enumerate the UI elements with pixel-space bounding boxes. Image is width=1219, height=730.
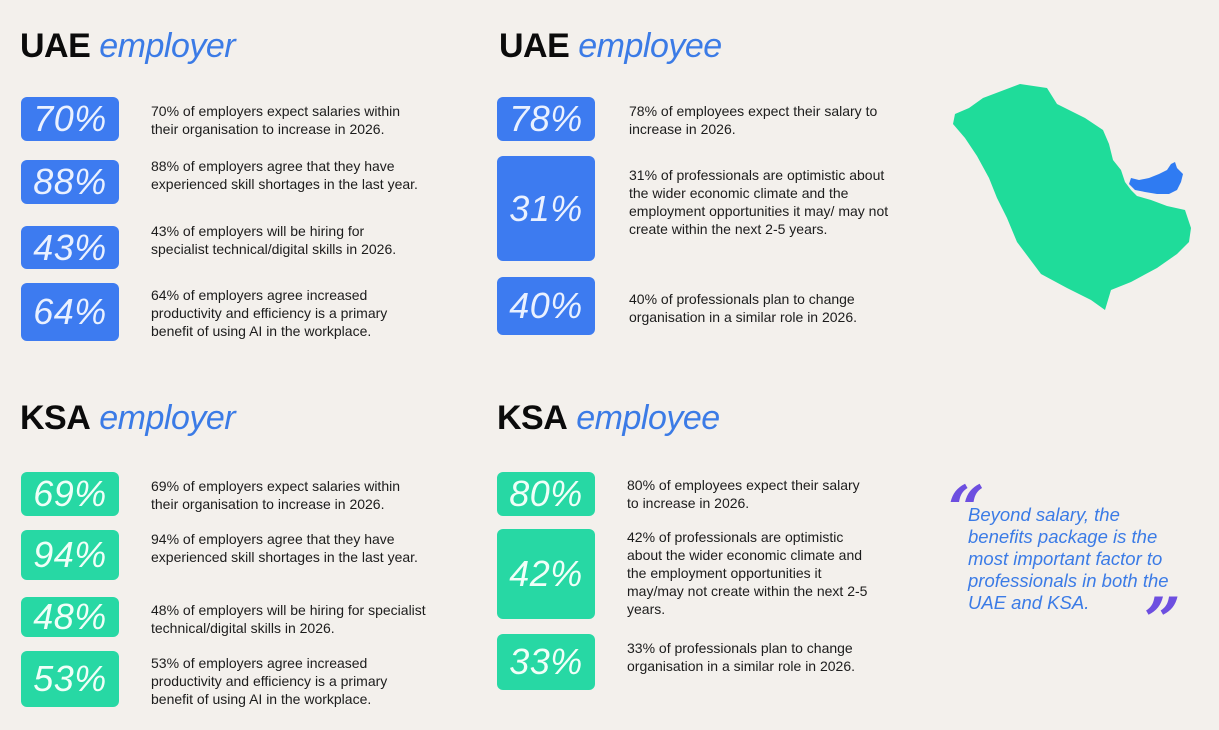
- stat-description: 48% of employers will be hiring for spec…: [151, 602, 426, 636]
- title-bold: UAE: [499, 27, 570, 65]
- stat-description: 53% of employers agree increased product…: [151, 655, 388, 707]
- stat-value: 33%: [497, 634, 595, 690]
- stat-value: 42%: [497, 529, 595, 619]
- title-italic: employee: [576, 399, 720, 437]
- ksa-employer-title: KSA employer: [20, 398, 236, 438]
- quote-text: Beyond salary, the benefits package is t…: [968, 504, 1169, 613]
- stat-value: 94%: [21, 530, 119, 580]
- stat-value: 70%: [21, 97, 119, 141]
- stat-description: 69% of employers expect salaries within …: [151, 478, 401, 512]
- stat-description: 40% of professionals plan to change orga…: [629, 291, 858, 325]
- stat-value: 43%: [21, 226, 119, 269]
- ksa-uae-map-illustration: [953, 84, 1191, 310]
- title-bold: KSA: [20, 399, 91, 437]
- stat-value: 80%: [497, 472, 595, 516]
- stat-value: 88%: [21, 160, 119, 204]
- ksa-employee-title: KSA employee: [497, 398, 720, 438]
- title-bold: UAE: [20, 27, 91, 65]
- stat-description: 31% of professionals are optimistic abou…: [629, 167, 889, 237]
- stat-description: 94% of employers agree that they have ex…: [151, 531, 418, 565]
- uae-employee-title: UAE employee: [499, 26, 722, 66]
- stat-description: 64% of employers agree increased product…: [151, 287, 388, 339]
- stat-description: 70% of employers expect salaries within …: [151, 103, 401, 137]
- stat-description: 78% of employees expect their salary to …: [629, 103, 878, 137]
- ksa-map-shape: [953, 84, 1191, 310]
- title-italic: employer: [99, 399, 236, 437]
- stat-description: 80% of employees expect their salary to …: [627, 477, 860, 511]
- stat-value: 48%: [21, 596, 119, 637]
- stat-value: 40%: [497, 277, 595, 335]
- close-quote-icon: ”: [1144, 584, 1181, 659]
- stat-value: 69%: [21, 472, 119, 516]
- title-italic: employee: [578, 27, 722, 65]
- title-italic: employer: [99, 27, 236, 65]
- stat-value: 53%: [21, 651, 119, 707]
- uae-map-shape: [1129, 162, 1183, 194]
- stat-value: 31%: [497, 156, 595, 261]
- quote-block: “ Beyond salary, the benefits package is…: [948, 472, 1198, 654]
- stat-description: 88% of employers agree that they have ex…: [151, 158, 418, 192]
- stat-value: 64%: [21, 283, 119, 341]
- stat-description: 42% of professionals are optimistic abou…: [627, 529, 868, 617]
- stat-description: 43% of employers will be hiring for spec…: [151, 223, 397, 257]
- stat-description: 33% of professionals plan to change orga…: [627, 640, 856, 674]
- uae-employer-title: UAE employer: [20, 26, 236, 66]
- stat-value: 78%: [497, 97, 595, 141]
- open-quote-icon: “: [948, 472, 985, 547]
- title-bold: KSA: [497, 399, 568, 437]
